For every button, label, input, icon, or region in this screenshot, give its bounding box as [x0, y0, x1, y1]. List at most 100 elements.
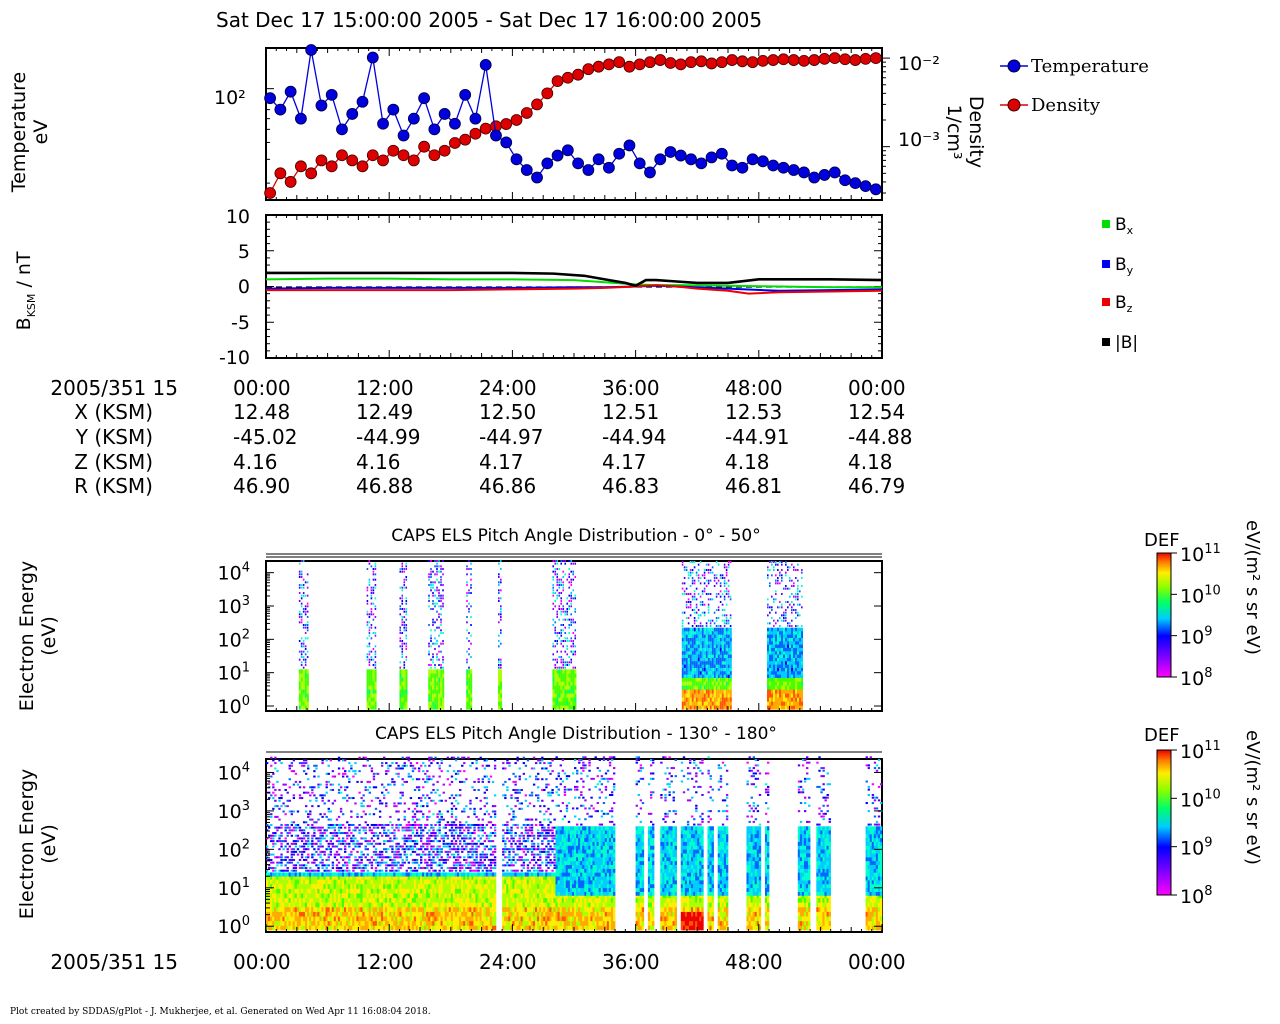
spectrogram-cell [302, 879, 306, 885]
spectrogram-cell [777, 651, 780, 655]
spectrogram-cell [292, 797, 296, 800]
spectrogram-cell [290, 869, 293, 872]
spectrogram-cell [440, 570, 442, 573]
spectrogram-cell [372, 648, 375, 650]
spectrogram-cell [432, 624, 434, 626]
spectrogram-cell [319, 842, 322, 845]
density-point [674, 58, 687, 71]
spectrogram-cell [771, 606, 773, 609]
spectrogram-cell [428, 600, 430, 602]
spectrogram-cell [695, 661, 698, 665]
spectrogram-cell [785, 693, 788, 698]
spectrogram-cell [405, 602, 408, 605]
spectrogram-cell [321, 826, 324, 829]
spectrogram-cell [374, 883, 378, 889]
spectrogram-cell [391, 893, 394, 899]
spectrogram-cell [348, 861, 351, 864]
spectrogram-cell [568, 624, 571, 626]
spectrogram-cell [397, 823, 400, 826]
spectrogram-cell [399, 666, 402, 669]
spectrogram-cell [701, 603, 704, 606]
spectrogram-cell [556, 673, 559, 678]
spectrogram-cell [574, 685, 577, 690]
spectrogram-cell [466, 592, 468, 594]
spectrogram-cell [335, 869, 339, 872]
spectrogram-cell [554, 562, 557, 565]
spectrogram-cell [397, 829, 400, 832]
spectrogram-cell [393, 869, 396, 872]
spectrogram-cell [383, 756, 386, 759]
spectrogram-cell [387, 848, 390, 851]
spectrogram-cell [407, 907, 411, 912]
spectrogram-cell [693, 593, 696, 595]
spectrogram-cell [691, 644, 694, 648]
spectrogram-cell [440, 613, 442, 616]
spectrogram-cell [268, 874, 271, 880]
spectrogram-cell [719, 685, 722, 690]
spectrogram-cell [771, 657, 774, 662]
ephemeris-cell: 12.53 [725, 400, 782, 424]
spectrogram-cell [717, 667, 720, 672]
spectrogram-cell [407, 879, 411, 885]
spectrogram-cell [341, 911, 345, 917]
spectrogram-cell [372, 632, 375, 634]
spectrogram-cell [767, 627, 770, 632]
spectrogram-cell [681, 671, 684, 675]
spectrogram-cell [407, 807, 411, 810]
spectrogram-cell [304, 637, 307, 640]
spectrogram-cell [401, 565, 404, 568]
spectrogram-cell [366, 669, 369, 674]
spectrogram-cell [719, 631, 722, 635]
spectrogram-cell [366, 874, 369, 880]
spectrogram-cell [703, 674, 706, 678]
spectrogram-cell [709, 654, 712, 658]
spectrogram-cell [282, 783, 285, 786]
spectrogram-cell [403, 689, 406, 694]
density-ytick-1: 10⁻² [898, 53, 940, 75]
spectrogram-cell [307, 879, 310, 885]
spectrogram-cell [699, 693, 702, 698]
spectrogram-cell [727, 619, 730, 622]
spectrogram-cell [344, 788, 347, 791]
spectrogram-cell [374, 834, 378, 837]
spectrogram-cell [775, 705, 778, 710]
spectrogram-cell [278, 799, 281, 802]
spectrogram-cell [329, 920, 333, 926]
spectrogram-cell [703, 644, 706, 648]
spectrogram-cell [442, 693, 445, 698]
spectrogram-cell [701, 647, 704, 652]
spectrogram-cell [498, 584, 500, 586]
spectrogram-cell [286, 916, 289, 922]
spectrogram-cell [795, 671, 798, 675]
spectrogram-cell [777, 654, 780, 658]
spectrogram-cell [354, 770, 357, 773]
spectrogram-cell [280, 869, 283, 872]
spectrogram-cell [319, 850, 322, 853]
spectrogram-cell [775, 634, 778, 638]
spectrogram-cell [278, 902, 281, 908]
spectrogram-cell [360, 858, 363, 861]
spectrogram-cell [683, 689, 686, 694]
spectrogram-cell [687, 693, 690, 698]
spectrogram-cell [799, 603, 801, 606]
spectrogram-cell [683, 637, 686, 642]
spectrogram-cell [709, 664, 712, 668]
spectrogram-cell [348, 853, 351, 856]
spectrogram-cell [556, 613, 559, 616]
spectrogram-cell [681, 593, 684, 595]
spectrogram-cell [783, 685, 786, 690]
spectrogram-cell [703, 701, 706, 706]
spectrogram-cell [693, 693, 696, 698]
spectrogram-cell [341, 907, 345, 912]
density-point [828, 52, 841, 64]
spectrogram-cell [785, 681, 788, 686]
spectrogram-cell [370, 594, 373, 597]
spectrogram-cell [442, 602, 444, 605]
spectrogram-cell [323, 874, 326, 880]
spectrogram-cell [797, 667, 800, 672]
spectrogram-cell [399, 568, 402, 570]
spectrogram-cell [378, 925, 382, 931]
spectrogram-cell [391, 897, 394, 903]
spectrogram-cell [701, 625, 704, 627]
spectrogram-cell [711, 631, 714, 635]
